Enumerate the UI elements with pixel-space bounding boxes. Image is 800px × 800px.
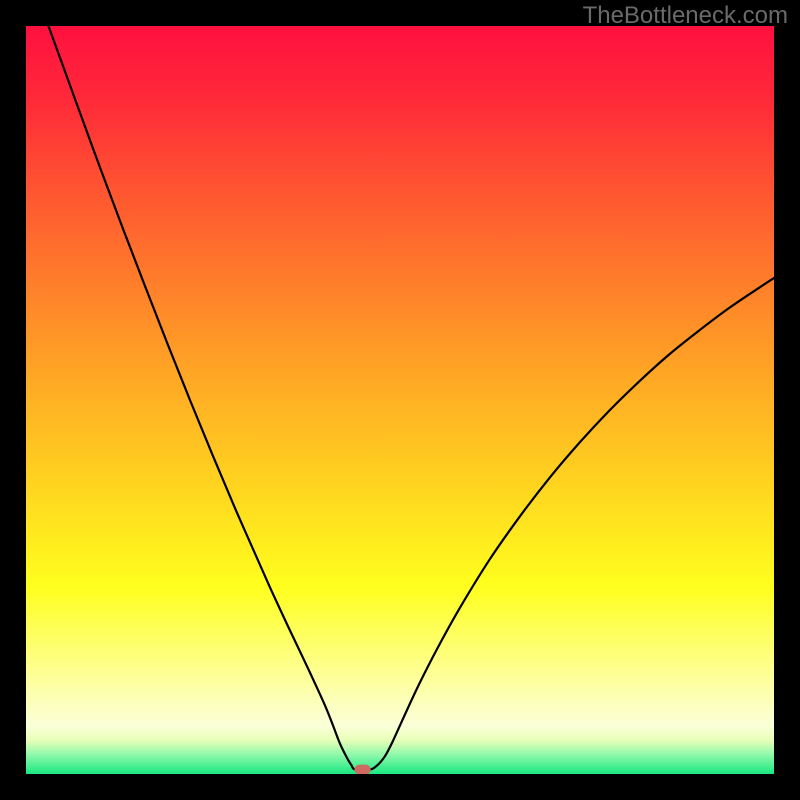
gradient-background [26,26,774,774]
watermark-text: TheBottleneck.com [583,2,788,30]
plot-area [26,26,774,774]
chart-svg [26,26,774,774]
optimum-marker [354,765,370,774]
chart-frame: TheBottleneck.com [0,0,800,800]
